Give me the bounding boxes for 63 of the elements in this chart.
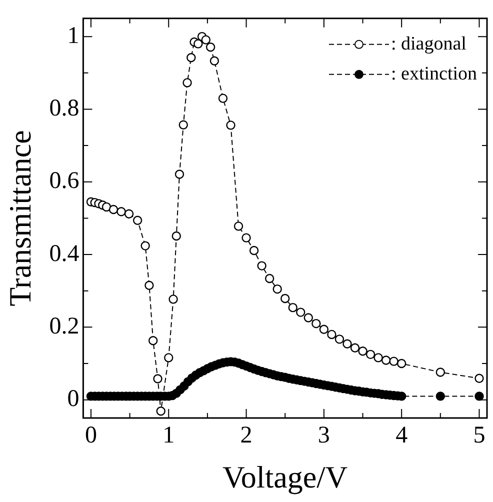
point [124,209,134,218]
point [296,308,306,317]
point [194,39,203,48]
point [389,356,398,366]
x-tick-label: 1 [162,422,175,449]
point [108,204,118,214]
point [327,330,336,340]
point [304,313,313,322]
point [144,280,154,290]
point [178,120,188,130]
point [374,353,383,362]
point [280,294,290,304]
y-tick-label: 0.4 [49,240,80,267]
x-axis-title: Voltage/V [222,460,348,495]
point [168,294,178,304]
point [257,261,266,270]
point [186,53,196,62]
point [218,94,228,103]
y-axis-title: Transmittance [2,130,38,306]
point [319,324,329,334]
point [164,353,174,362]
point [312,318,321,328]
point [148,336,158,346]
point [350,343,360,352]
y-tick-label: 0.6 [49,168,80,194]
point [381,356,391,365]
point [153,374,162,384]
point [264,274,274,284]
point [334,334,344,344]
point [226,120,236,130]
y-tick-label: 1 [67,22,80,49]
legend-label: : diagonal [390,33,466,54]
point [358,346,368,356]
point [366,350,376,360]
x-tick-label: 0 [84,422,97,449]
y-tick-label: 0.2 [49,313,80,340]
point [132,216,142,225]
point [249,246,259,256]
point [342,339,352,348]
point [206,42,216,52]
point [242,233,251,242]
legend-label: : extinction [390,63,478,84]
point [102,202,112,212]
x-tick-label: 3 [318,422,330,449]
point [272,284,282,294]
x-tick-label: 4 [396,422,408,449]
y-tick-label: 0 [67,386,80,412]
point [182,78,192,88]
point [201,35,210,44]
x-tick-label: 2 [240,422,252,449]
x-tick-label: 5 [473,422,486,449]
point [234,222,244,231]
y-tick-label: 0.8 [49,96,80,122]
point [156,406,166,416]
point [288,302,298,312]
point [116,207,126,216]
point [174,170,184,179]
point [140,241,150,250]
point [172,231,181,241]
point [210,56,220,66]
point [436,368,446,377]
point [474,374,484,384]
point [396,358,406,368]
